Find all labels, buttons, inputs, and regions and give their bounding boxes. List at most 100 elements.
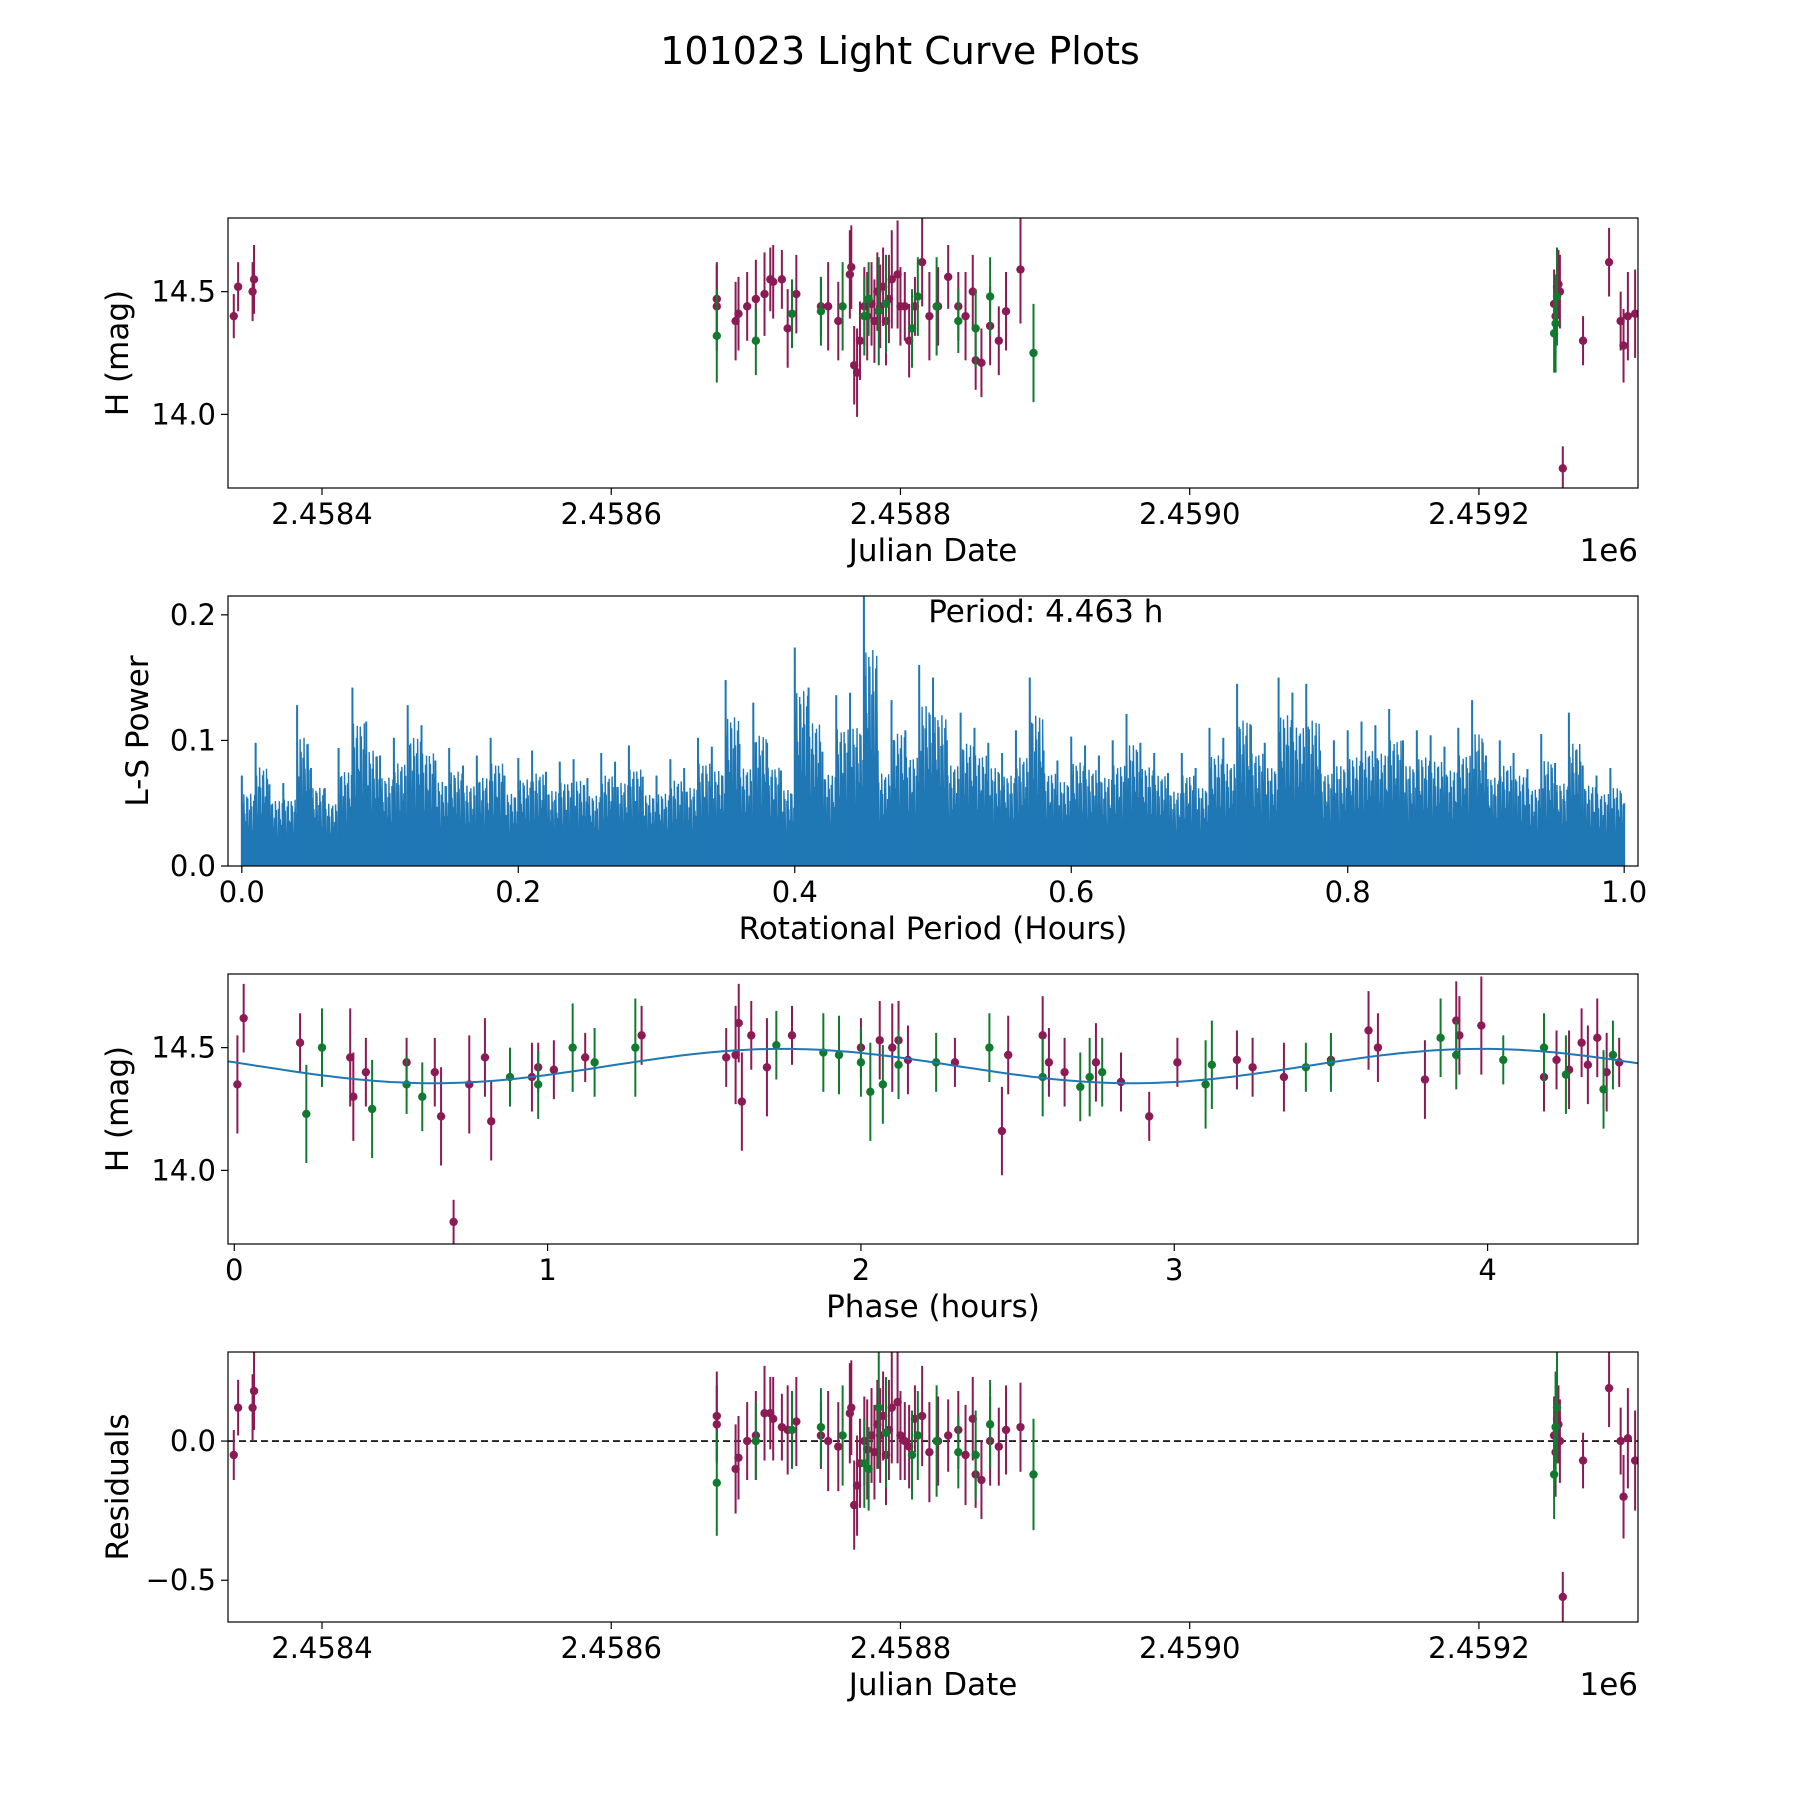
phased-point — [302, 1109, 311, 1119]
phased-xtick-label: 1 — [538, 1253, 556, 1287]
phased-point — [762, 1063, 772, 1072]
phased-point — [367, 1104, 377, 1114]
phased-point — [1044, 1058, 1054, 1067]
lightcurve-point — [900, 302, 909, 311]
phased-plot-area — [228, 976, 1638, 1244]
residuals-point — [834, 1442, 843, 1451]
lightcurve-point — [777, 275, 787, 284]
lightcurve-axes-frame — [227, 217, 1639, 489]
residuals-point — [1029, 1470, 1038, 1479]
residuals-point — [248, 1403, 257, 1412]
lightcurve-point — [1551, 319, 1560, 328]
lightcurve-point — [751, 294, 761, 304]
phased-point — [1173, 1058, 1182, 1067]
phased-point — [295, 1038, 305, 1047]
phased-point — [1201, 1080, 1210, 1089]
residuals-point — [1578, 1456, 1588, 1465]
residuals-point — [838, 1431, 847, 1440]
lightcurve-point — [233, 282, 243, 291]
lightcurve-point — [734, 309, 743, 318]
residuals-point — [712, 1478, 721, 1488]
lightcurve-point — [977, 358, 986, 368]
lightcurve-point — [943, 272, 953, 282]
residuals-point — [229, 1450, 238, 1460]
lightcurve-point — [1619, 341, 1628, 350]
lightcurve-point — [1029, 348, 1038, 358]
phased-xtick-label: 0 — [225, 1253, 243, 1287]
residuals-point — [1623, 1434, 1633, 1443]
residuals-point — [994, 1442, 1003, 1451]
lightcurve-point — [249, 275, 259, 284]
lightcurve-point — [1558, 464, 1568, 473]
residuals-point — [1551, 1422, 1560, 1432]
residuals-point — [961, 1450, 970, 1460]
residuals-point — [1630, 1456, 1638, 1465]
residuals-panel: 2.4584 2.4586 2.4588 2.4590 2.4592 −0.5 0.0 Jul… — [100, 1351, 1639, 1703]
lightcurve-panel: 2.4584 2.4586 2.4588 2.4590 2.4592 14.0 14.5 Ju… — [100, 217, 1639, 569]
phased-point — [1248, 1063, 1257, 1072]
phased-ytick-label: 14.5 — [151, 1031, 216, 1065]
residuals-xtick-label: 2.4592 — [1428, 1631, 1529, 1665]
residuals-plot-area — [228, 1352, 1638, 1622]
lightcurve-point — [971, 324, 980, 333]
residuals-point — [913, 1431, 923, 1440]
phased-point — [731, 1050, 740, 1060]
phased-point — [1593, 1033, 1602, 1043]
residuals-point — [787, 1425, 797, 1435]
lightcurve-point — [932, 302, 941, 311]
residuals-point — [1616, 1436, 1625, 1446]
lightcurve-xlabel: Julian Date — [847, 533, 1018, 569]
phased-axes-frame — [227, 973, 1639, 1245]
residuals-point — [792, 1417, 801, 1426]
phased-point — [581, 1053, 590, 1062]
panels: 2.4584 2.4586 2.4588 2.4590 2.4592 14.0 14.5 Ju… — [100, 217, 1647, 1703]
phased-point — [1477, 1021, 1486, 1030]
lightcurve-point — [787, 309, 797, 318]
lightcurve-point — [1001, 307, 1011, 316]
residuals-series-1 — [712, 1352, 1562, 1536]
phased-point — [894, 1060, 903, 1070]
periodogram-xlabel: Rotational Period (Hours) — [739, 911, 1128, 947]
residuals-point — [1604, 1383, 1614, 1393]
phased-point — [1076, 1082, 1085, 1092]
lightcurve-ytick-label: 14.0 — [151, 397, 216, 431]
lightcurve-point — [769, 277, 778, 287]
residuals-point — [907, 1450, 917, 1460]
lightcurve-series-0 — [229, 218, 1638, 488]
phased-xtick-label: 4 — [1478, 1253, 1496, 1287]
lightcurve-point — [823, 302, 833, 311]
residuals-point — [943, 1431, 953, 1440]
phased-point — [317, 1043, 327, 1052]
phased-point — [1436, 1033, 1445, 1043]
lightcurve-point — [917, 257, 927, 267]
residuals-point — [769, 1414, 778, 1424]
phased-point — [590, 1058, 599, 1067]
periodogram-ytick-label: 0.0 — [170, 849, 216, 883]
residuals-point — [977, 1475, 986, 1485]
residuals-point — [751, 1436, 761, 1446]
phased-point — [866, 1087, 875, 1097]
lightcurve-point — [742, 302, 752, 311]
residuals-point — [816, 1422, 826, 1432]
lightcurve-point — [855, 336, 865, 345]
periodogram-xtick-label: 0.0 — [219, 875, 265, 909]
phased-point — [787, 1031, 797, 1040]
phased-xlabel: Phase (hours) — [826, 1289, 1040, 1325]
lightcurve-ytick-label: 14.5 — [151, 275, 216, 309]
phased-point — [772, 1040, 781, 1050]
phased-point — [878, 1080, 888, 1089]
phased-point — [1279, 1072, 1289, 1082]
phased-point — [1539, 1043, 1549, 1052]
lightcurve-point — [954, 316, 963, 326]
residuals-point — [932, 1436, 941, 1446]
phased-point — [1085, 1072, 1094, 1082]
lightcurve-point — [783, 324, 792, 333]
residuals-series-0 — [229, 1352, 1638, 1622]
phased-point — [1207, 1060, 1217, 1070]
residuals-xtick-label: 2.4586 — [560, 1631, 661, 1665]
lightcurve-xtick-label: 2.4592 — [1428, 497, 1529, 531]
phased-point — [1602, 1067, 1611, 1077]
phased-point — [349, 1092, 358, 1101]
lightcurve-point — [816, 307, 826, 316]
phased-point — [737, 1097, 747, 1106]
